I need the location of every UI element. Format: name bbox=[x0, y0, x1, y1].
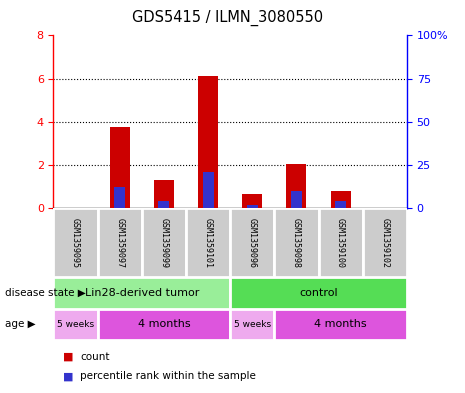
Text: GSM1359098: GSM1359098 bbox=[292, 218, 301, 268]
Text: GSM1359101: GSM1359101 bbox=[204, 218, 213, 268]
Bar bbox=[98, 309, 230, 340]
Text: count: count bbox=[80, 352, 110, 362]
Bar bbox=[363, 208, 407, 277]
Text: GSM1359102: GSM1359102 bbox=[380, 218, 389, 268]
Bar bbox=[203, 172, 213, 208]
Bar bbox=[110, 127, 130, 208]
Text: ■: ■ bbox=[63, 371, 73, 382]
Bar bbox=[186, 208, 230, 277]
Text: disease state ▶: disease state ▶ bbox=[5, 288, 86, 298]
Bar bbox=[230, 309, 274, 340]
Bar bbox=[335, 200, 346, 208]
Bar bbox=[198, 76, 218, 208]
Text: 4 months: 4 months bbox=[138, 319, 190, 329]
Text: 5 weeks: 5 weeks bbox=[234, 320, 271, 329]
Bar bbox=[291, 191, 302, 208]
Text: age ▶: age ▶ bbox=[5, 319, 35, 329]
Bar bbox=[274, 208, 319, 277]
Bar bbox=[230, 277, 407, 309]
Text: 5 weeks: 5 weeks bbox=[57, 320, 94, 329]
Text: GDS5415 / ILMN_3080550: GDS5415 / ILMN_3080550 bbox=[132, 9, 324, 26]
Bar bbox=[114, 187, 125, 208]
Bar bbox=[286, 164, 306, 208]
Bar bbox=[142, 208, 186, 277]
Bar bbox=[319, 208, 363, 277]
Bar bbox=[53, 277, 230, 309]
Text: GSM1359096: GSM1359096 bbox=[248, 218, 257, 268]
Bar bbox=[154, 180, 174, 208]
Text: GSM1359099: GSM1359099 bbox=[159, 218, 168, 268]
Text: ■: ■ bbox=[63, 352, 73, 362]
Bar bbox=[53, 309, 98, 340]
Text: Lin28-derived tumor: Lin28-derived tumor bbox=[85, 288, 199, 298]
Text: GSM1359095: GSM1359095 bbox=[71, 218, 80, 268]
Bar bbox=[98, 208, 142, 277]
Bar bbox=[274, 309, 407, 340]
Bar bbox=[242, 194, 262, 208]
Bar bbox=[247, 205, 258, 208]
Bar bbox=[230, 208, 274, 277]
Bar bbox=[331, 191, 351, 208]
Bar bbox=[159, 200, 169, 208]
Text: 4 months: 4 months bbox=[314, 319, 367, 329]
Text: control: control bbox=[299, 288, 338, 298]
Bar bbox=[53, 208, 98, 277]
Text: percentile rank within the sample: percentile rank within the sample bbox=[80, 371, 256, 382]
Text: GSM1359097: GSM1359097 bbox=[115, 218, 124, 268]
Text: GSM1359100: GSM1359100 bbox=[336, 218, 345, 268]
